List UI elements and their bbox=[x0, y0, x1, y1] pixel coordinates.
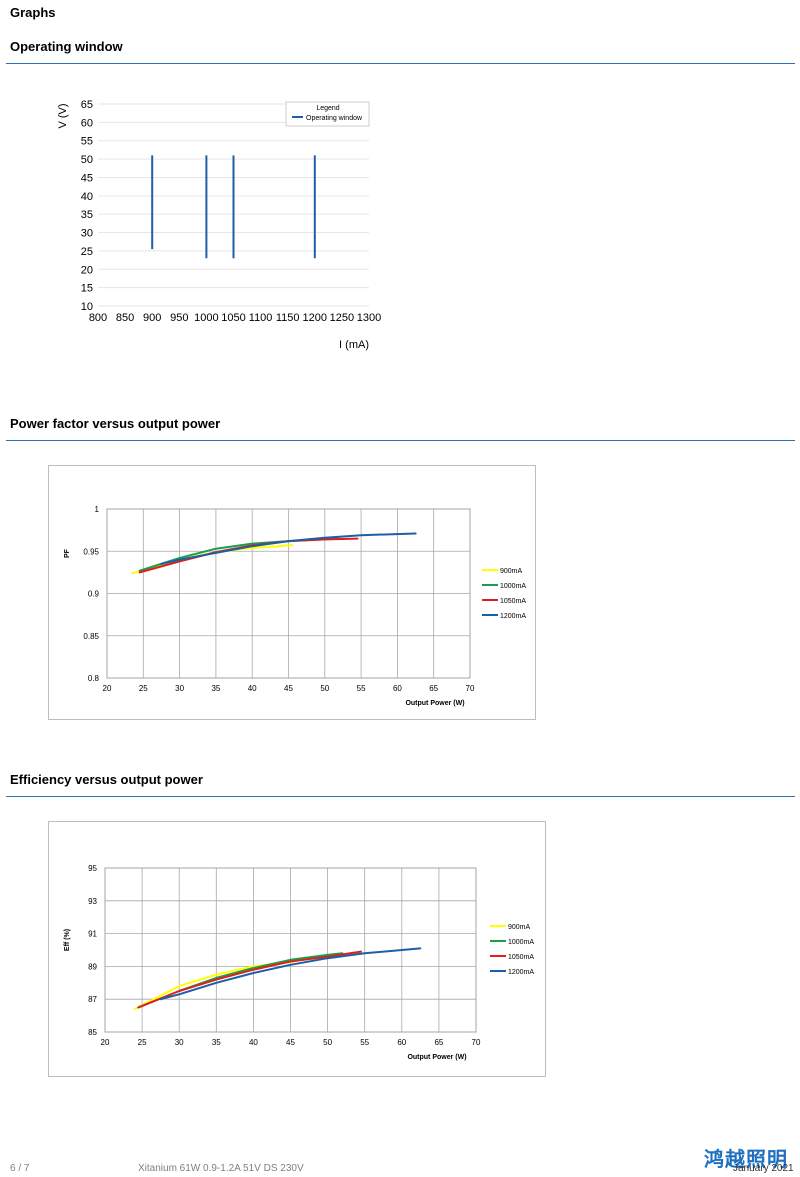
x-tick-label: 800 bbox=[89, 312, 107, 324]
x-tick-label: 40 bbox=[249, 1038, 258, 1047]
y-tick-label: 55 bbox=[81, 136, 93, 148]
x-tick-label: 850 bbox=[116, 312, 134, 324]
series-line-1050mA bbox=[137, 950, 362, 1009]
x-tick-label: 1150 bbox=[276, 312, 300, 324]
x-tick-label: 25 bbox=[138, 1038, 147, 1047]
y-tick-label: 40 bbox=[81, 191, 93, 203]
y-tick-label: 10 bbox=[81, 301, 93, 313]
legend-label: 1000mA bbox=[500, 583, 526, 590]
x-tick-label: 30 bbox=[175, 1038, 184, 1047]
section-title-operating: Operating window bbox=[10, 39, 123, 54]
x-tick-label: 1050 bbox=[221, 312, 245, 324]
section-rule bbox=[6, 63, 795, 64]
page-title: Graphs bbox=[10, 5, 56, 20]
y-tick-label: 85 bbox=[88, 1028, 97, 1037]
x-tick-label: 20 bbox=[101, 1038, 110, 1047]
x-tick-label: 65 bbox=[434, 1038, 443, 1047]
y-axis-label: Eff (%) bbox=[64, 929, 71, 951]
y-tick-label: 95 bbox=[88, 864, 97, 873]
y-tick-label: 50 bbox=[81, 154, 93, 166]
x-tick-label: 35 bbox=[211, 684, 220, 693]
series-line-1200mA bbox=[160, 532, 417, 565]
footer-date: January 2021 bbox=[733, 1163, 794, 1174]
company-logo: 鸿越照明 bbox=[704, 1149, 788, 1171]
x-axis-label: Output Power (W) bbox=[407, 1054, 466, 1061]
eff-chart-frame: 20 25 30 35 40 45 50 55 60 65 70 85 87 89 91 93 95 Eff (%… bbox=[48, 821, 546, 1077]
x-tick-label: 25 bbox=[139, 684, 148, 693]
x-tick-label: 20 bbox=[103, 684, 112, 693]
series-line-1000mA bbox=[138, 537, 341, 572]
legend-label: 1000mA bbox=[508, 939, 534, 946]
x-tick-label: 1300 bbox=[357, 312, 381, 324]
y-axis-label: V (V) bbox=[57, 103, 69, 128]
footer-document-name: Xitanium 61W 0.9-1.2A 51V DS 230V bbox=[138, 1163, 304, 1174]
x-tick-label: 1250 bbox=[330, 312, 354, 324]
y-tick-label: 0.95 bbox=[83, 547, 99, 556]
efficiency-chart: 20 25 30 35 40 45 50 55 60 65 70 85 87 89 91 93 95 Eff (%… bbox=[64, 864, 534, 1061]
x-tick-label: 55 bbox=[360, 1038, 369, 1047]
y-tick-label: 65 bbox=[81, 99, 93, 111]
y-tick-label: 20 bbox=[81, 264, 93, 276]
x-tick-label: 65 bbox=[429, 684, 438, 693]
legend-title: Legend bbox=[316, 105, 339, 112]
legend-label: Operating window bbox=[306, 115, 363, 122]
section-title-pf: Power factor versus output power bbox=[10, 416, 221, 431]
x-tick-label: 55 bbox=[357, 684, 366, 693]
x-tick-label: 70 bbox=[466, 684, 475, 693]
y-tick-label: 91 bbox=[88, 930, 97, 939]
legend-box bbox=[285, 101, 370, 127]
x-tick-label: 1200 bbox=[303, 312, 327, 324]
x-axis-label: Output Power (W) bbox=[405, 700, 464, 707]
x-axis-label: I (mA) bbox=[339, 339, 369, 351]
legend-label: 900mA bbox=[508, 924, 531, 931]
section-title-eff: Efficiency versus output power bbox=[10, 772, 203, 787]
y-tick-label: 35 bbox=[81, 209, 93, 221]
y-tick-label: 45 bbox=[81, 172, 93, 184]
y-tick-label: 1 bbox=[95, 505, 100, 514]
y-tick-label: 25 bbox=[81, 246, 93, 258]
x-tick-label: 1000 bbox=[194, 312, 218, 324]
y-tick-label: 0.85 bbox=[83, 632, 99, 641]
y-tick-label: 89 bbox=[88, 962, 97, 971]
x-tick-label: 50 bbox=[323, 1038, 332, 1047]
x-tick-label: 50 bbox=[320, 684, 329, 693]
legend-label: 1200mA bbox=[508, 969, 534, 976]
y-tick-label: 87 bbox=[88, 995, 97, 1004]
x-tick-label: 900 bbox=[143, 312, 161, 324]
x-tick-label: 950 bbox=[170, 312, 188, 324]
power-factor-chart: 20 25 30 35 40 45 50 55 60 65 70 0.8 0.85 0.9 0.95 1 PF O… bbox=[64, 505, 526, 707]
x-tick-label: 60 bbox=[393, 684, 402, 693]
series-line-1200mA bbox=[159, 947, 422, 1001]
legend-label: 1050mA bbox=[500, 598, 526, 605]
x-tick-label: 40 bbox=[248, 684, 257, 693]
y-tick-label: 93 bbox=[88, 897, 97, 906]
x-tick-label: 45 bbox=[284, 684, 293, 693]
x-tick-label: 30 bbox=[175, 684, 184, 693]
x-tick-label: 1100 bbox=[249, 312, 273, 324]
x-tick-label: 60 bbox=[397, 1038, 406, 1047]
x-tick-label: 70 bbox=[472, 1038, 481, 1047]
x-tick-label: 45 bbox=[286, 1038, 295, 1047]
pf-chart-frame: 20 25 30 35 40 45 50 55 60 65 70 0.8 0.85 0.9 0.95 1 PF O… bbox=[48, 465, 536, 720]
legend-label: 1050mA bbox=[508, 954, 534, 961]
operating-window-chart: 10 15 20 25 30 35 40 45 50 55 60 65 800 850 900 950 1000… bbox=[57, 99, 381, 351]
legend-label: 1200mA bbox=[500, 613, 526, 620]
x-tick-label: 35 bbox=[212, 1038, 221, 1047]
footer-page-number: 6 / 7 bbox=[10, 1163, 30, 1174]
y-axis-label: PF bbox=[64, 548, 71, 558]
section-rule bbox=[6, 796, 795, 797]
y-tick-label: 0.9 bbox=[88, 590, 100, 599]
y-tick-label: 60 bbox=[81, 117, 93, 129]
y-tick-label: 0.8 bbox=[88, 674, 100, 683]
y-tick-label: 15 bbox=[81, 283, 93, 295]
section-rule bbox=[6, 440, 795, 441]
legend-label: 900mA bbox=[500, 568, 523, 575]
y-tick-label: 30 bbox=[81, 228, 93, 240]
